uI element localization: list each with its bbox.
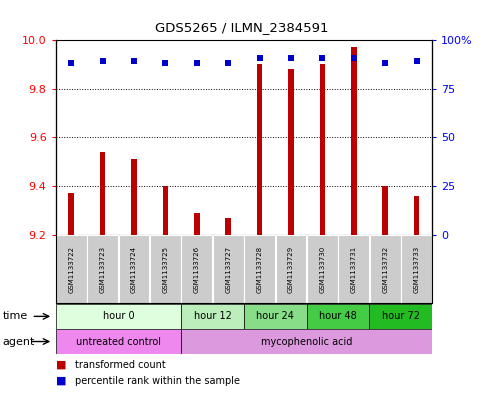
Bar xyxy=(369,304,432,329)
Bar xyxy=(131,159,137,235)
Bar xyxy=(307,304,369,329)
Text: hour 72: hour 72 xyxy=(382,311,420,321)
Bar xyxy=(119,235,149,303)
Bar xyxy=(320,64,325,235)
Text: GSM1133723: GSM1133723 xyxy=(99,246,106,292)
Text: GSM1133733: GSM1133733 xyxy=(413,245,420,293)
Text: untreated control: untreated control xyxy=(76,336,161,347)
Bar xyxy=(383,186,388,235)
Bar xyxy=(288,69,294,235)
Text: GSM1133728: GSM1133728 xyxy=(256,246,263,292)
Text: GSM1133727: GSM1133727 xyxy=(225,246,231,292)
Bar xyxy=(351,48,356,235)
Bar xyxy=(194,213,199,235)
Text: GSM1133726: GSM1133726 xyxy=(194,246,200,292)
Text: time: time xyxy=(2,311,28,321)
Bar xyxy=(414,196,419,235)
Bar xyxy=(213,235,243,303)
Bar xyxy=(56,329,181,354)
Bar xyxy=(370,235,400,303)
Bar xyxy=(100,152,105,235)
Text: GSM1133732: GSM1133732 xyxy=(382,246,388,292)
Bar xyxy=(307,235,338,303)
Text: hour 24: hour 24 xyxy=(256,311,294,321)
Bar xyxy=(339,235,369,303)
Bar xyxy=(276,235,306,303)
Bar xyxy=(226,218,231,235)
Text: GSM1133729: GSM1133729 xyxy=(288,246,294,292)
Bar xyxy=(181,329,432,354)
Bar xyxy=(150,235,181,303)
Bar xyxy=(401,235,432,303)
Bar xyxy=(163,186,168,235)
Text: agent: agent xyxy=(2,336,35,347)
Text: mycophenolic acid: mycophenolic acid xyxy=(261,336,353,347)
Text: GSM1133722: GSM1133722 xyxy=(68,246,74,292)
Text: hour 0: hour 0 xyxy=(102,311,134,321)
Bar xyxy=(87,235,118,303)
Bar xyxy=(257,64,262,235)
Bar xyxy=(56,235,86,303)
Text: GDS5265 / ILMN_2384591: GDS5265 / ILMN_2384591 xyxy=(155,21,328,34)
Text: ■: ■ xyxy=(56,360,66,370)
Text: GSM1133731: GSM1133731 xyxy=(351,245,357,293)
Bar xyxy=(56,304,181,329)
Text: GSM1133730: GSM1133730 xyxy=(319,245,326,293)
Bar xyxy=(244,235,275,303)
Bar xyxy=(182,235,212,303)
Text: transformed count: transformed count xyxy=(75,360,166,370)
Text: percentile rank within the sample: percentile rank within the sample xyxy=(75,376,240,386)
Text: hour 48: hour 48 xyxy=(319,311,357,321)
Bar xyxy=(69,193,74,235)
Text: GSM1133725: GSM1133725 xyxy=(162,246,169,292)
Bar xyxy=(244,304,307,329)
Text: ■: ■ xyxy=(56,376,66,386)
Text: hour 12: hour 12 xyxy=(194,311,231,321)
Bar xyxy=(181,304,244,329)
Text: GSM1133724: GSM1133724 xyxy=(131,246,137,292)
